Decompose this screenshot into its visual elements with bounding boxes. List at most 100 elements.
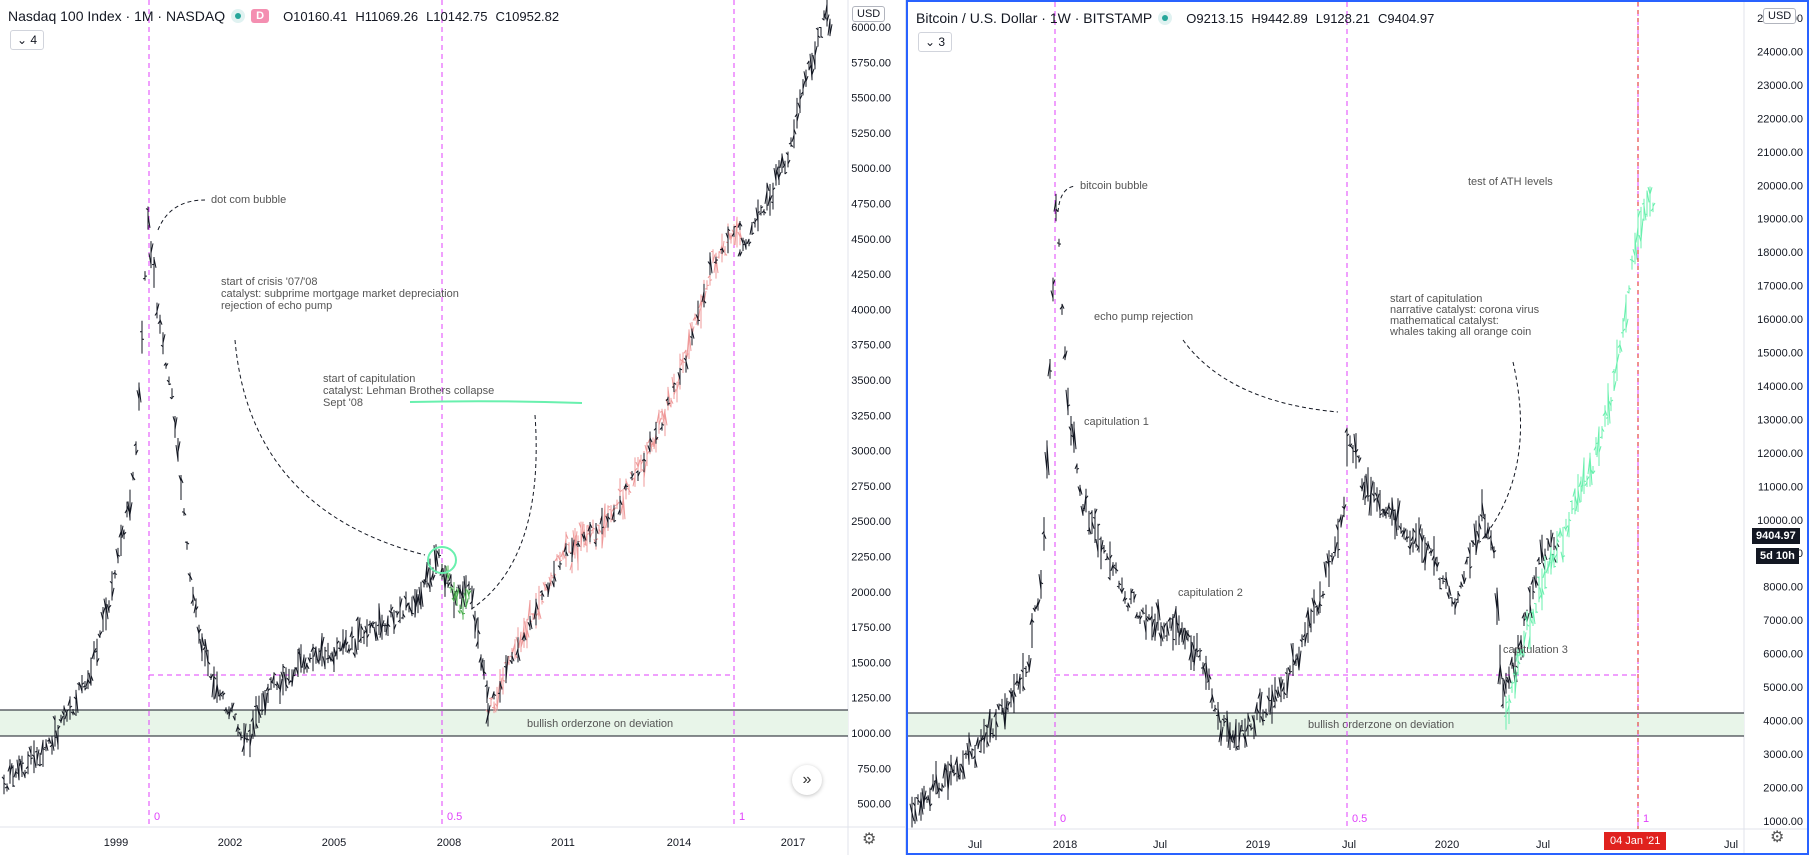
nasdaq-candle — [791, 134, 795, 142]
nasdaq-candle — [487, 705, 491, 717]
nasdaq-candle — [731, 232, 735, 237]
bitcoin-candle — [1233, 721, 1237, 749]
bitcoin-candle — [1137, 615, 1141, 619]
bitcoin-projection-candle — [1578, 480, 1582, 488]
nasdaq-projection-candle — [679, 358, 683, 362]
bitcoin-candle — [1107, 577, 1111, 580]
nasdaq-candle — [767, 195, 771, 206]
nasdaq-candle — [100, 611, 104, 621]
nasdaq-projection-candle — [521, 625, 525, 645]
nasdaq-candle — [96, 658, 100, 663]
dividend-badge[interactable]: D — [251, 9, 270, 23]
bitcoin-candle — [1346, 433, 1350, 437]
nasdaq-candle — [216, 683, 220, 697]
indicator-count: 4 — [30, 33, 38, 47]
bitcoin-candle — [1217, 708, 1221, 723]
nasdaq-candle — [511, 655, 515, 662]
settings-gear-icon[interactable]: ⚙ — [862, 831, 877, 848]
bitcoin-candle — [1155, 602, 1159, 611]
bitcoin-candle — [1196, 649, 1200, 653]
nasdaq-chart-canvas[interactable]: 6000.005750.005500.005250.005000.004750.… — [0, 0, 906, 855]
nasdaq-candle — [393, 624, 397, 630]
nasdaq-candle — [757, 211, 761, 213]
bitcoin-candle — [1460, 582, 1464, 588]
bitcoin-projection-candle — [1536, 576, 1540, 579]
bitcoin-candle — [1508, 675, 1512, 684]
nasdaq-candle — [156, 303, 160, 312]
bitcoin-candle — [1385, 510, 1389, 515]
nasdaq-candle — [766, 183, 770, 192]
nasdaq-projection-candle — [598, 528, 602, 533]
currency-button[interactable]: USD — [852, 6, 886, 22]
bitcoin-candle — [1199, 649, 1203, 652]
bitcoin-candle — [1019, 677, 1023, 681]
bitcoin-candle — [1067, 404, 1071, 407]
bitcoin-candle — [1427, 542, 1431, 550]
bitcoin-candle — [1184, 628, 1188, 641]
nasdaq-candle — [426, 567, 430, 580]
nasdaq-projection-candle — [673, 388, 677, 396]
nasdaq-candle — [391, 611, 395, 626]
nasdaq-candle — [403, 595, 407, 600]
nasdaq-candle — [629, 476, 633, 479]
bitcoin-candle — [1341, 506, 1345, 509]
nasdaq-candle — [211, 674, 215, 698]
nasdaq-projection-candle — [626, 487, 630, 491]
bitcoin-title[interactable]: Bitcoin / U.S. Dollar · 1W · BITSTAMP — [916, 10, 1153, 26]
annotation-arrow — [1479, 361, 1521, 543]
y-axis-tick-label: 4000.00 — [1763, 715, 1803, 727]
bitcoin-candle — [1146, 616, 1150, 620]
settings-gear-icon[interactable]: ⚙ — [1770, 829, 1785, 846]
bitcoin-candle — [930, 783, 934, 791]
annotation-arrow — [234, 339, 426, 556]
bitcoin-chart-pane[interactable]: 25000.0024000.0023000.0022000.0021000.00… — [906, 0, 1809, 855]
pane-separator[interactable] — [905, 0, 906, 855]
bitcoin-candle — [1470, 540, 1474, 544]
bitcoin-candle — [957, 774, 961, 778]
bitcoin-candle — [1479, 514, 1483, 518]
nasdaq-candle — [258, 710, 262, 719]
bitcoin-candle — [1467, 547, 1471, 555]
nasdaq-candle — [462, 595, 466, 608]
nasdaq-candle — [805, 75, 809, 82]
bitcoin-chart-canvas[interactable]: 25000.0024000.0023000.0022000.0021000.00… — [908, 2, 1809, 855]
y-axis-tick-label: 8000.00 — [1763, 582, 1803, 594]
bitcoin-candle — [1250, 727, 1254, 730]
nasdaq-candle — [486, 686, 490, 700]
nasdaq-candle — [154, 312, 158, 316]
bitcoin-projection-candle — [1608, 400, 1612, 407]
bitcoin-candle — [1122, 596, 1126, 602]
nasdaq-candle — [689, 336, 693, 338]
nasdaq-candle — [22, 771, 26, 778]
bitcoin-projection-candle — [1523, 632, 1527, 644]
bitcoin-candle — [1355, 448, 1359, 453]
bitcoin-candle — [1398, 525, 1402, 530]
currency-button[interactable]: USD — [1763, 8, 1797, 24]
nasdaq-candle — [355, 616, 359, 622]
bitcoin-candle — [1101, 546, 1105, 550]
nasdaq-projection-candle — [538, 610, 542, 620]
bitcoin-candle — [978, 750, 982, 753]
bitcoin-candle — [1253, 718, 1257, 737]
y-axis-tick-label: 23000.00 — [1757, 80, 1803, 92]
bitcoin-projection-candle — [1511, 682, 1515, 684]
collapse-indicators-button[interactable]: ⌄ 4 — [10, 30, 45, 50]
nasdaq-projection-candle — [488, 697, 492, 700]
nasdaq-candle — [788, 142, 792, 145]
nasdaq-candle — [15, 771, 19, 774]
nasdaq-title[interactable]: Nasdaq 100 Index · 1M · NASDAQ — [8, 8, 226, 24]
nasdaq-chart-pane[interactable]: 6000.00 5750.00 5500.00 5250.00 5000.00 4750.… — [0, 0, 906, 855]
nasdaq-projection-candle — [638, 460, 642, 462]
bitcoin-candle — [1263, 711, 1267, 714]
scroll-to-realtime-button[interactable]: » — [792, 765, 822, 795]
bitcoin-candle — [1028, 658, 1032, 673]
nasdaq-projection-candle — [628, 489, 632, 494]
collapse-indicators-button[interactable]: ⌄ 3 — [918, 32, 953, 52]
nasdaq-candle — [691, 330, 695, 339]
bitcoin-projection-candle — [1605, 417, 1609, 419]
nasdaq-candle — [679, 368, 683, 371]
bitcoin-candle — [1475, 539, 1479, 555]
nasdaq-candle — [427, 582, 431, 590]
ohlc-low: L9128.21 — [1315, 10, 1370, 26]
y-axis-tick-label: 750.00 — [857, 763, 891, 775]
